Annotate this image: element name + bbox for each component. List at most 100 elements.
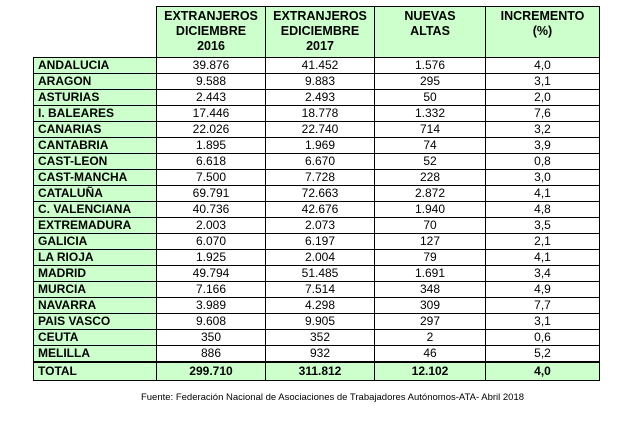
table-row: PAIS VASCO 9.608 9.905 297 3,1 <box>33 313 600 330</box>
altas-cell: 295 <box>374 73 486 90</box>
dic2016-cell: 1.895 <box>156 137 266 154</box>
table-row: GALICIA 6.070 6.197 127 2,1 <box>33 233 600 250</box>
dic2016-cell: 2.443 <box>156 89 266 106</box>
region-cell: CANARIAS <box>33 121 157 138</box>
total-altas: 12.102 <box>374 361 486 381</box>
table-row: I. BALEARES 17.446 18.778 1.332 7,6 <box>33 105 600 122</box>
altas-cell: 46 <box>374 345 486 363</box>
dic2017-cell: 9.905 <box>265 313 375 330</box>
dic2016-cell: 69.791 <box>156 185 266 202</box>
header-dic2016-line2: DICIEMBRE <box>175 24 247 38</box>
dic2017-cell: 2.004 <box>265 249 375 266</box>
dic2017-cell: 9.883 <box>265 73 375 90</box>
altas-cell: 1.940 <box>374 201 486 218</box>
dic2016-cell: 1.925 <box>156 249 266 266</box>
incremento-cell: 4,0 <box>485 57 600 74</box>
total-dic2017: 311.812 <box>265 361 375 381</box>
dic2017-cell: 18.778 <box>265 105 375 122</box>
region-cell: CEUTA <box>33 329 157 346</box>
header-blank-cell <box>33 6 157 58</box>
table-row: ARAGON 9.588 9.883 295 3,1 <box>33 73 600 90</box>
incremento-cell: 3,1 <box>485 73 600 90</box>
altas-cell: 127 <box>374 233 486 250</box>
incremento-cell: 0,6 <box>485 329 600 346</box>
dic2016-cell: 17.446 <box>156 105 266 122</box>
dic2016-cell: 3.989 <box>156 297 266 314</box>
table-body: ANDALUCIA 39.876 41.452 1.576 4,0 ARAGON 9.588… <box>33 57 600 363</box>
table-row: MURCIA 7.166 7.514 348 4,9 <box>33 281 600 298</box>
header-dic2016-line1: EXTRANJEROS <box>164 9 258 23</box>
dic2016-cell: 2.003 <box>156 217 266 234</box>
dic2017-cell: 2.493 <box>265 89 375 106</box>
altas-cell: 348 <box>374 281 486 298</box>
total-dic2016: 299.710 <box>156 361 266 381</box>
header-altas-line2: ALTAS <box>410 24 450 38</box>
dic2017-cell: 352 <box>265 329 375 346</box>
table-row: EXTREMADURA 2.003 2.073 70 3,5 <box>33 217 600 234</box>
altas-cell: 50 <box>374 89 486 106</box>
region-cell: CATALUÑA <box>33 185 157 202</box>
header-incremento-line2: (%) <box>532 24 553 38</box>
incremento-cell: 4,1 <box>485 185 600 202</box>
region-cell: NAVARRA <box>33 297 157 314</box>
dic2017-cell: 4.298 <box>265 297 375 314</box>
table-row: LA RIOJA 1.925 2.004 79 4,1 <box>33 249 600 266</box>
incremento-cell: 4,1 <box>485 249 600 266</box>
dic2016-cell: 9.588 <box>156 73 266 90</box>
incremento-cell: 5,2 <box>485 345 600 363</box>
dic2016-cell: 6.070 <box>156 233 266 250</box>
dic2017-cell: 42.676 <box>265 201 375 218</box>
region-cell: ASTURIAS <box>33 89 157 106</box>
table-row: MADRID 49.794 51.485 1.691 3,4 <box>33 265 600 282</box>
altas-cell: 309 <box>374 297 486 314</box>
table-row: CANTABRIA 1.895 1.969 74 3,9 <box>33 137 600 154</box>
data-table-container: EXTRANJEROS DICIEMBRE 2016 EXTRANJEROS E… <box>33 6 600 381</box>
altas-cell: 2.872 <box>374 185 486 202</box>
dic2016-cell: 9.608 <box>156 313 266 330</box>
region-cell: MURCIA <box>33 281 157 298</box>
region-cell: CAST-MANCHA <box>33 169 157 186</box>
table-row: ANDALUCIA 39.876 41.452 1.576 4,0 <box>33 57 600 74</box>
incremento-cell: 3,2 <box>485 121 600 138</box>
dic2016-cell: 350 <box>156 329 266 346</box>
header-row: EXTRANJEROS DICIEMBRE 2016 EXTRANJEROS E… <box>33 6 600 58</box>
altas-cell: 70 <box>374 217 486 234</box>
header-nuevas-altas: NUEVAS ALTAS <box>374 6 486 58</box>
table-row: C. VALENCIANA 40.736 42.676 1.940 4,8 <box>33 201 600 218</box>
dic2016-cell: 6.618 <box>156 153 266 170</box>
incremento-cell: 0,8 <box>485 153 600 170</box>
region-cell: MELILLA <box>33 345 157 363</box>
header-dic2017: EXTRANJEROS EDICIEMBRE 2017 <box>265 6 375 58</box>
incremento-cell: 3,0 <box>485 169 600 186</box>
source-note: Fuente: Federación Nacional de Asociacio… <box>140 392 525 403</box>
dic2016-cell: 40.736 <box>156 201 266 218</box>
table-row: ASTURIAS 2.443 2.493 50 2,0 <box>33 89 600 106</box>
region-cell: C. VALENCIANA <box>33 201 157 218</box>
incremento-cell: 3,5 <box>485 217 600 234</box>
dic2016-cell: 22.026 <box>156 121 266 138</box>
dic2017-cell: 22.740 <box>265 121 375 138</box>
incremento-cell: 7,7 <box>485 297 600 314</box>
table-row: NAVARRA 3.989 4.298 309 7,7 <box>33 297 600 314</box>
dic2016-cell: 886 <box>156 345 266 363</box>
table-row: CANARIAS 22.026 22.740 714 3,2 <box>33 121 600 138</box>
header-dic2017-line3: 2017 <box>306 39 334 53</box>
dic2016-cell: 7.166 <box>156 281 266 298</box>
table-row: CEUTA 350 352 2 0,6 <box>33 329 600 346</box>
altas-cell: 74 <box>374 137 486 154</box>
region-cell: CAST-LEON <box>33 153 157 170</box>
region-cell: GALICIA <box>33 233 157 250</box>
header-incremento-line1: INCREMENTO <box>500 9 585 23</box>
total-incremento: 4,0 <box>485 361 600 381</box>
dic2017-cell: 6.670 <box>265 153 375 170</box>
region-cell: EXTREMADURA <box>33 217 157 234</box>
dic2017-cell: 6.197 <box>265 233 375 250</box>
dic2016-cell: 7.500 <box>156 169 266 186</box>
region-cell: ANDALUCIA <box>33 57 157 74</box>
dic2017-cell: 7.728 <box>265 169 375 186</box>
incremento-cell: 3,9 <box>485 137 600 154</box>
header-incremento: INCREMENTO (%) <box>485 6 600 58</box>
header-dic2016-line3: 2016 <box>197 39 225 53</box>
header-dic2017-line1: EXTRANJEROS <box>273 9 367 23</box>
altas-cell: 2 <box>374 329 486 346</box>
